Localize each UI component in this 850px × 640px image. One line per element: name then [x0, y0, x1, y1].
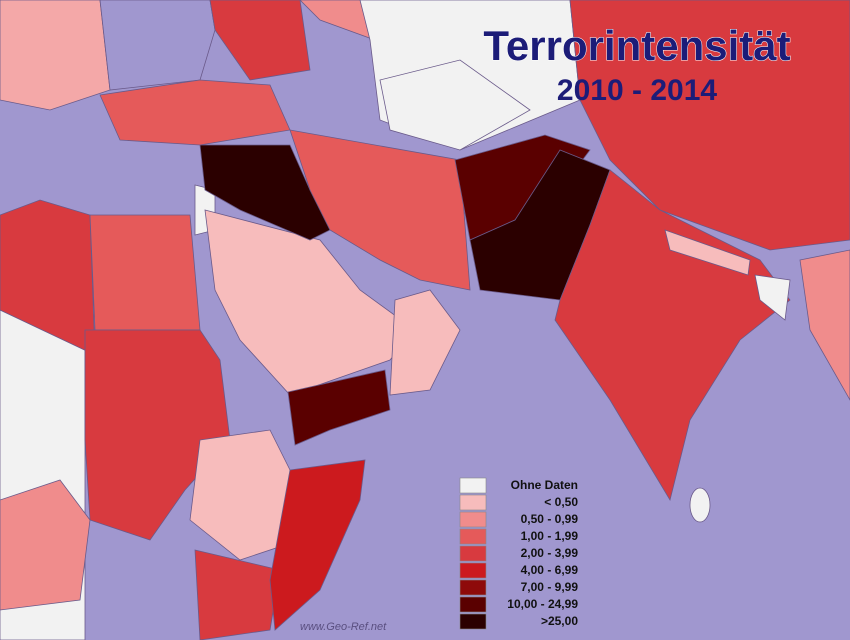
legend-label: 7,00 - 9,99	[521, 580, 579, 594]
legend-swatch	[459, 596, 487, 613]
legend-label: 10,00 - 24,99	[507, 597, 578, 611]
legend-label: < 0,50	[544, 495, 578, 509]
map-title: Terrorintensität	[483, 22, 790, 69]
legend-swatch	[459, 579, 487, 596]
legend-label: Ohne Daten	[511, 478, 578, 492]
legend-swatch	[459, 528, 487, 545]
legend-swatch	[459, 545, 487, 562]
legend-swatch	[459, 613, 487, 630]
legend-swatch	[459, 477, 487, 494]
legend-label: >25,00	[541, 614, 578, 628]
map-subtitle: 2010 - 2014	[557, 74, 717, 107]
legend-swatch	[459, 494, 487, 511]
legend-swatch	[459, 511, 487, 528]
legend-swatch	[459, 562, 487, 579]
watermark: www.Geo-Ref.net	[300, 621, 387, 633]
legend-label: 0,50 - 0,99	[521, 512, 579, 526]
legend: Ohne Daten < 0,50 0,50 - 0,99 1,00 - 1,99 2,…	[459, 477, 579, 630]
legend-label: 4,00 - 6,99	[521, 563, 579, 577]
legend-label: 2,00 - 3,99	[521, 546, 579, 560]
legend-label: 1,00 - 1,99	[521, 529, 579, 543]
